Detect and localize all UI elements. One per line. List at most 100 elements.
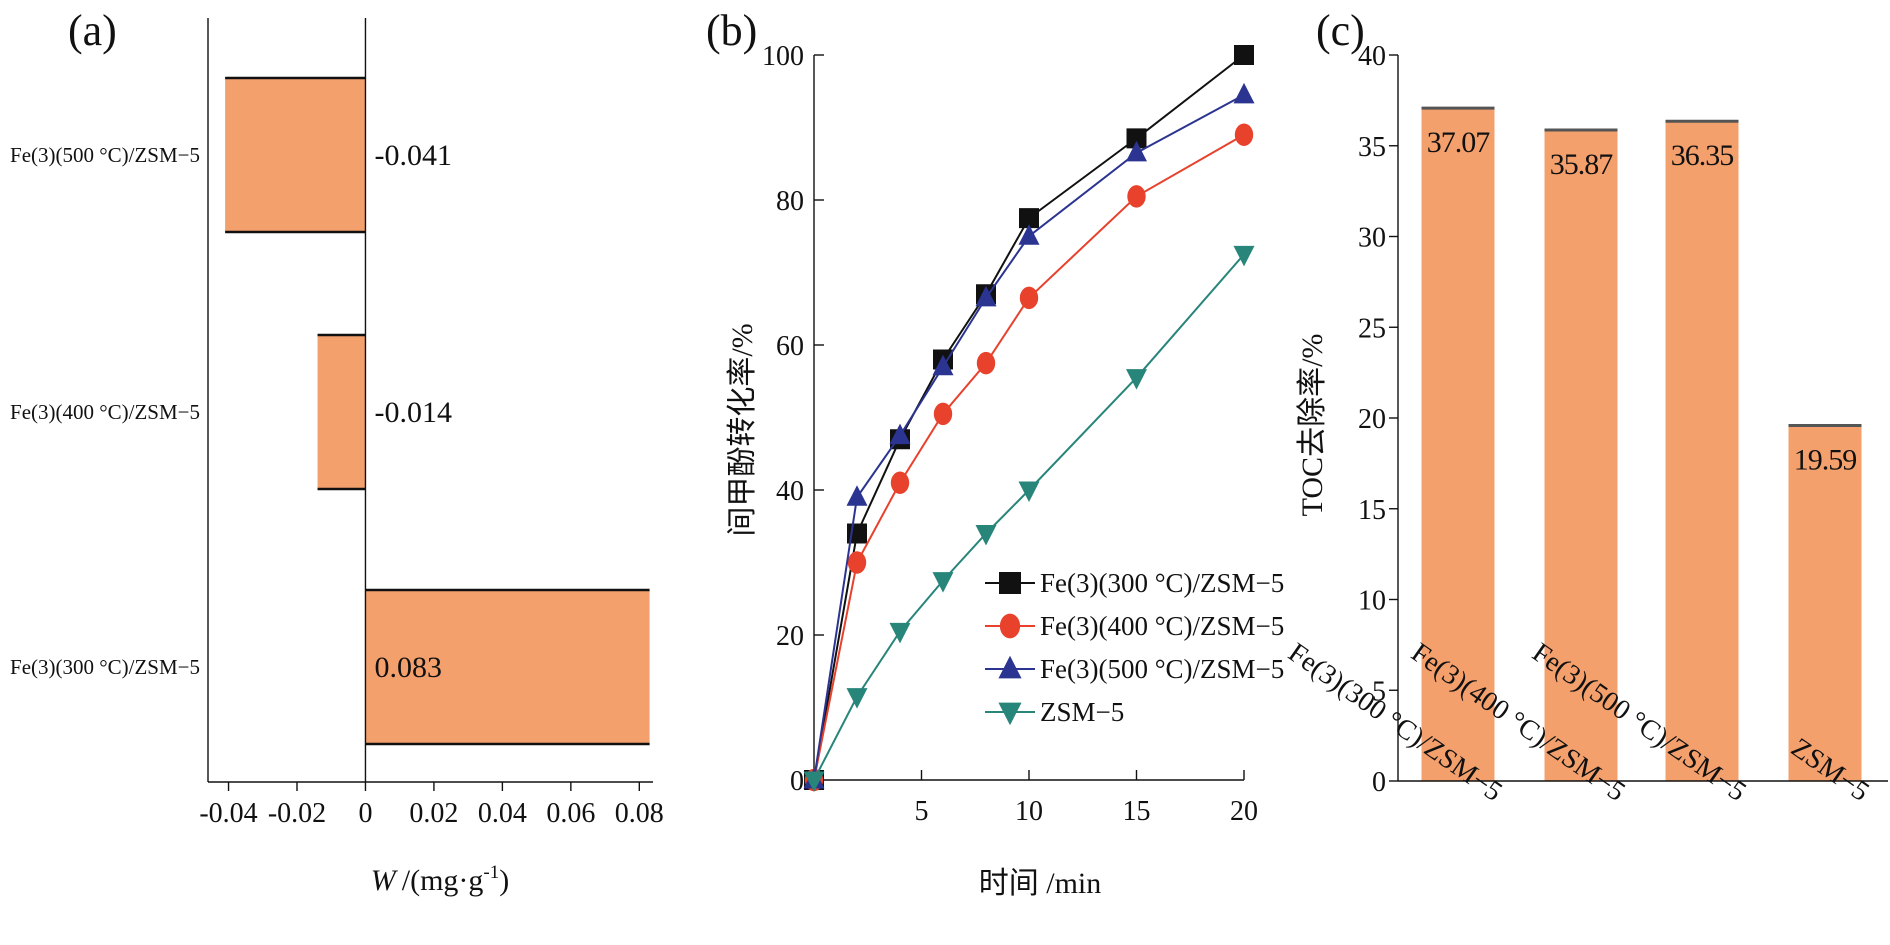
panel-b-data-point [1126,140,1147,162]
panel-b-data-point [932,354,954,376]
panel-b-legend-label: ZSM−5 [1040,697,1124,727]
panel-c-bar [1788,425,1862,781]
panel-c-bar-group: 35.87 [1544,128,1618,782]
panel-c-y-tick-label: 35 [1358,132,1386,163]
panel-b-data-point [1127,185,1146,208]
panel-b-x-tick-label: 20 [1230,796,1258,827]
panel-b-data-point [846,688,868,709]
panel-b-legend-marker [998,702,1022,726]
panel-c-bar [1421,108,1495,781]
panel-b-data-point [1234,123,1254,146]
panel-b-data-point [1233,245,1255,267]
panel-c-bar [1544,129,1618,782]
panel-a-x-ticks: -0.04 -0.02 0 0.02 0.04 0.06 0.08 [199,782,664,829]
panel-a-x-tick-label: 0.08 [615,798,664,829]
panel-a-category-label: Fe(3)(300 °C)/ZSM−5 [10,655,200,679]
panel-b-data-point [1019,208,1039,229]
panel-a-bar [317,335,366,489]
panel-b-legend-label: Fe(3)(500 °C)/ZSM−5 [1040,654,1284,684]
panel-c-bar-chart: (c) 37.07 35.87 36.35 19.59 0 5 10 15 20 25 30 35 4… [1282,6,1888,808]
panel-b-x-tick-label: 10 [1015,796,1043,827]
panel-a-x-tick-label: 0.06 [546,798,595,829]
panel-b-data-point [1126,128,1147,149]
panel-a-data-label: -0.041 [374,139,452,172]
panel-c-y-tick-label: 20 [1358,404,1386,435]
panel-b-legend-label: Fe(3)(300 °C)/ZSM−5 [1040,568,1284,598]
panel-c-data-label: 36.35 [1671,139,1734,172]
panel-b-y-tick-label: 20 [776,621,804,652]
panel-b-label: (b) [706,6,757,55]
panel-b-series-line [813,93,1245,781]
panel-b-x-axis-title: 时间 /min [979,867,1102,900]
panel-b-y-tick-label: 0 [790,766,804,797]
panel-c-bars: 37.07 35.87 36.35 19.59 [1421,106,1862,782]
panel-a-data-label: 0.083 [374,651,442,684]
panel-c-y-tick-label: 5 [1372,676,1386,707]
panel-b-legend-marker [999,572,1021,594]
panel-c-y-tick-label: 10 [1358,586,1386,617]
panel-b-data-point [1233,82,1255,104]
panel-b-line-chart: (b) 0 20 40 60 80 100 5 10 15 20 Fe(3)(300 °C)/Z… [706,6,1284,900]
panel-a-x-axis-exponent: -1 [483,862,499,883]
panel-c-y-tick-label: 30 [1358,223,1386,254]
panel-a-category-label: Fe(3)(400 °C)/ZSM−5 [10,400,200,424]
panel-b-series-group [803,82,1255,789]
panel-b-data-point [1019,286,1039,310]
panel-b-data-point [932,572,954,593]
panel-b-series-line [813,54,1245,781]
panel-b-data-point [1018,224,1040,245]
panel-c-bar-group: 37.07 [1421,106,1495,781]
panel-a-category-label: Fe(3)(500 °C)/ZSM−5 [10,143,200,167]
panel-b-legend-item: Fe(3)(400 °C)/ZSM−5 [985,611,1284,641]
panel-b-y-tick-label: 100 [762,41,804,72]
panel-a-bar-group: 0.083 [365,588,650,746]
panel-c-bar-group: 36.35 [1665,119,1739,781]
panel-c-y-tick-label: 40 [1358,41,1386,72]
panel-b-data-point [846,485,868,506]
panel-a-x-tick-label: 0.02 [409,798,458,829]
panel-b-y-tick-label: 40 [776,476,804,507]
panel-a-category-labels: Fe(3)(500 °C)/ZSM−5 Fe(3)(400 °C)/ZSM−5 Fe… [10,143,200,679]
panel-a-label: (a) [68,6,117,55]
panel-b-y-tick-label: 80 [776,186,804,217]
panel-b-legend-item: ZSM−5 [985,697,1124,727]
panel-b-data-point [1126,369,1147,390]
panel-c-bar-group: 19.59 [1788,423,1862,781]
panel-a-bar [365,590,650,744]
panel-a-x-tick-label: 0.04 [478,798,527,829]
panel-c-data-label: 37.07 [1427,126,1491,159]
panel-c-y-tick-label: 25 [1358,313,1386,344]
panel-b-y-axis-title: 间甲酚转化率/% [726,323,759,536]
panel-b-legend-marker [999,613,1021,639]
panel-c-y-axis-title: TOC去除率/% [1296,334,1329,517]
panel-a-bar-group: -0.014 [317,333,452,491]
panel-a-x-axis-title: W/(mg·g-1) [371,862,509,897]
panel-b-data-point [890,471,910,494]
panel-b-y-ticks: 0 20 40 60 80 100 [762,41,824,797]
panel-c-label: (c) [1316,6,1365,55]
panel-a-bars: -0.041 -0.014 0.083 [225,76,650,746]
panel-a-x-axis-unit: /(mg·g [402,864,484,897]
panel-b-legend-item: Fe(3)(300 °C)/ZSM−5 [985,568,1284,598]
panel-b-data-point [933,402,953,426]
panel-a-bar-group: -0.041 [225,76,452,234]
panel-b-series [803,45,1255,792]
panel-a-x-tick-label: 0 [358,798,372,829]
panel-b-data-point [847,551,867,574]
panel-b-data-point [1018,481,1040,502]
panel-b-data-point [1234,45,1254,65]
panel-b-data-point [975,285,997,307]
panel-c-data-label: 19.59 [1794,443,1857,476]
panel-c-bar [1665,121,1739,781]
panel-b-series-line [813,133,1245,781]
panel-c-y-tick-label: 15 [1358,495,1386,526]
panel-b-y-tick-label: 60 [776,331,804,362]
panel-a-x-tick-label: -0.04 [199,798,257,829]
panel-a-x-tick-label: -0.02 [268,798,326,829]
panel-b-data-point [889,622,911,644]
panel-b-data-point [803,771,825,792]
panel-a-x-axis-close: ) [499,864,509,897]
panel-b-series-line [813,253,1245,781]
panel-c-y-tick-label: 0 [1372,767,1386,798]
